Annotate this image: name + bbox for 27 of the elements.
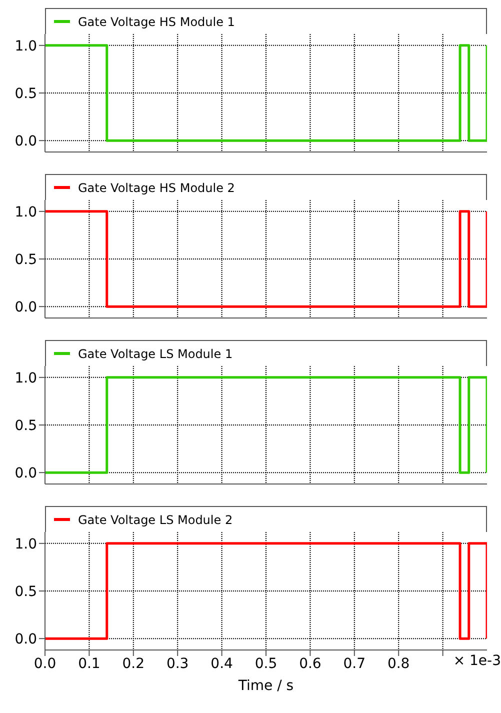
y-tick-label: 1.0 <box>14 370 37 386</box>
text: × 1e-3 <box>453 653 501 669</box>
x-tick-label: 0.7 <box>343 656 366 672</box>
y-tick-label: 1.0 <box>14 38 37 54</box>
y-tick-label: 0.0 <box>14 466 37 482</box>
y-tick-label: 0.5 <box>14 252 37 268</box>
legend-label: Gate Voltage LS Module 1 <box>78 346 233 360</box>
y-tick-label: 0.0 <box>14 632 37 648</box>
x-tick-label: 0.2 <box>122 656 145 672</box>
y-tick-label: 0.5 <box>14 86 37 102</box>
y-tick-label: 0.0 <box>14 134 37 150</box>
y-tick-label: 0.0 <box>14 300 37 316</box>
x-tick-label: 0.1 <box>78 656 100 672</box>
legend-label: Gate Voltage LS Module 2 <box>78 512 233 526</box>
legend-label: Gate Voltage HS Module 2 <box>78 180 235 194</box>
x-tick-label: 0.3 <box>166 656 189 672</box>
x-tick-label: 0.5 <box>254 656 278 672</box>
y-tick-label: 0.5 <box>14 418 37 434</box>
x-axis-title: Time / s <box>237 678 294 694</box>
y-tick-label: 1.0 <box>14 204 37 220</box>
y-tick-label: 0.5 <box>14 584 37 600</box>
x-tick-label: 0.0 <box>34 656 56 672</box>
y-tick-label: 1.0 <box>14 536 37 552</box>
x-tick-label: 0.4 <box>210 656 234 672</box>
legend-label: Gate Voltage HS Module 1 <box>78 14 235 28</box>
x-tick-label: 0.6 <box>299 656 322 672</box>
x-tick-label: 0.8 <box>387 656 410 672</box>
